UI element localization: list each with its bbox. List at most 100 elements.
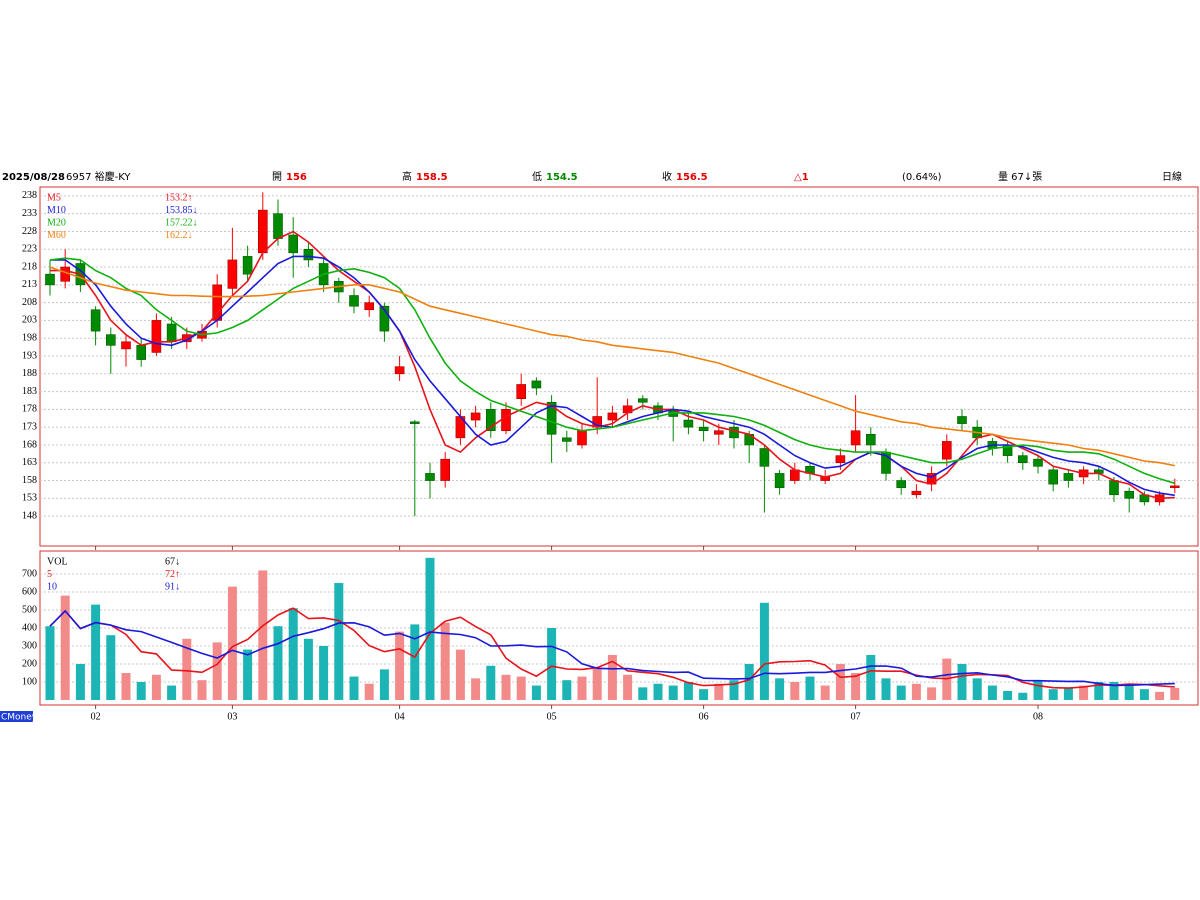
candle-body — [303, 248, 314, 261]
candle-body — [440, 458, 451, 481]
ma-line — [49, 609, 1175, 687]
legend-value: 67↓ — [165, 556, 180, 567]
legend-name: M5 — [47, 192, 61, 203]
volume-bar — [957, 663, 967, 700]
volume-bar — [607, 654, 617, 700]
volume-bar — [379, 669, 389, 700]
volume-bar — [501, 674, 511, 700]
candle-body — [531, 380, 542, 389]
volume-bar — [562, 680, 572, 700]
candle-body — [835, 455, 846, 464]
candle-body — [273, 213, 283, 239]
y-tick-label: 163 — [22, 457, 37, 468]
open-label: 開 — [272, 171, 282, 183]
volume-bar — [395, 631, 405, 700]
volume-bar — [121, 672, 131, 700]
y-tick-label: 148 — [22, 510, 37, 521]
candle-body — [470, 412, 481, 421]
legend-name: M10 — [47, 205, 66, 216]
volume-bar — [638, 687, 648, 700]
volume-bar — [775, 678, 785, 700]
y-tick-label: 100 — [22, 676, 37, 687]
x-tick-label: 08 — [1033, 711, 1043, 722]
volume-bar — [744, 663, 754, 700]
ma-line — [50, 230, 1175, 500]
candle-body — [288, 234, 299, 254]
legend-name: 10 — [47, 581, 57, 592]
candle-body — [166, 323, 177, 343]
y-tick-label: 700 — [22, 568, 37, 579]
volume-bar — [714, 683, 724, 700]
candle-body — [409, 421, 420, 424]
candle-body — [425, 473, 435, 481]
x-tick-label: 06 — [699, 711, 709, 722]
high-value: 158.5 — [416, 172, 448, 183]
change-pct: (0.64%) — [902, 172, 942, 183]
x-tick-label: 03 — [227, 711, 237, 722]
y-tick-label: 208 — [22, 297, 37, 308]
volume-bar — [972, 678, 982, 700]
y-tick-label: 193 — [22, 350, 37, 361]
candle-body — [941, 441, 952, 460]
legend-name: M20 — [47, 217, 66, 228]
candle-body — [683, 419, 694, 428]
footer-badge — [0, 711, 33, 722]
volume-bar — [167, 685, 177, 700]
volume-bar — [136, 681, 146, 700]
y-tick-label: 600 — [22, 586, 37, 597]
x-tick-label: 05 — [547, 711, 557, 722]
volume-bar — [410, 624, 420, 700]
volume-bar — [288, 608, 298, 700]
candle-body — [698, 426, 709, 432]
candle-body — [242, 256, 253, 275]
volume-bar — [851, 672, 861, 700]
legend-value: 157.22↓ — [165, 217, 198, 228]
volume-bar — [91, 604, 101, 700]
candle-body — [729, 426, 739, 439]
candle-body — [106, 334, 116, 346]
y-tick-label: 178 — [22, 404, 37, 415]
y-tick-label: 300 — [22, 640, 37, 651]
ma-line — [49, 257, 1176, 485]
volume-bar — [623, 674, 633, 700]
volume-bar — [835, 663, 845, 700]
candle-body — [1033, 458, 1043, 467]
volume-bar — [273, 626, 283, 700]
y-tick-label: 233 — [22, 208, 37, 219]
y-tick-label: 400 — [22, 622, 37, 633]
candle-body — [1063, 473, 1074, 481]
low-label: 低 — [532, 170, 542, 183]
volume-bar — [1063, 687, 1073, 700]
candle-body — [911, 490, 922, 496]
y-tick-label: 500 — [22, 604, 37, 615]
volume-bar — [759, 602, 769, 700]
candle-body — [151, 320, 162, 353]
volume-bar — [668, 685, 678, 700]
candle-body — [896, 480, 907, 488]
legend-value: 162.2↓ — [165, 230, 193, 241]
y-tick-label: 183 — [22, 386, 37, 397]
volume-bar — [1033, 680, 1043, 700]
candle-body — [546, 401, 557, 435]
volume-bar — [334, 583, 344, 700]
footer: CMoney — [1, 713, 38, 723]
volume-bar — [790, 681, 800, 700]
volume-bar — [592, 667, 602, 700]
candle-body — [516, 384, 527, 399]
y-tick-label: 158 — [22, 475, 37, 486]
x-tick-label: 02 — [91, 711, 101, 722]
candle-body — [394, 366, 405, 375]
candle-body — [607, 412, 618, 421]
volume-bar — [820, 685, 830, 700]
candle-body — [90, 309, 101, 332]
candle-body — [789, 469, 800, 481]
volume-bar — [486, 665, 496, 700]
close-value: 156.5 — [676, 172, 708, 183]
y-tick-label: 228 — [22, 226, 37, 237]
volume-bar — [653, 683, 663, 700]
volume-bar — [243, 649, 253, 700]
volume-bar — [927, 687, 937, 700]
volume-bar — [471, 678, 481, 700]
candle-body — [1017, 455, 1028, 464]
